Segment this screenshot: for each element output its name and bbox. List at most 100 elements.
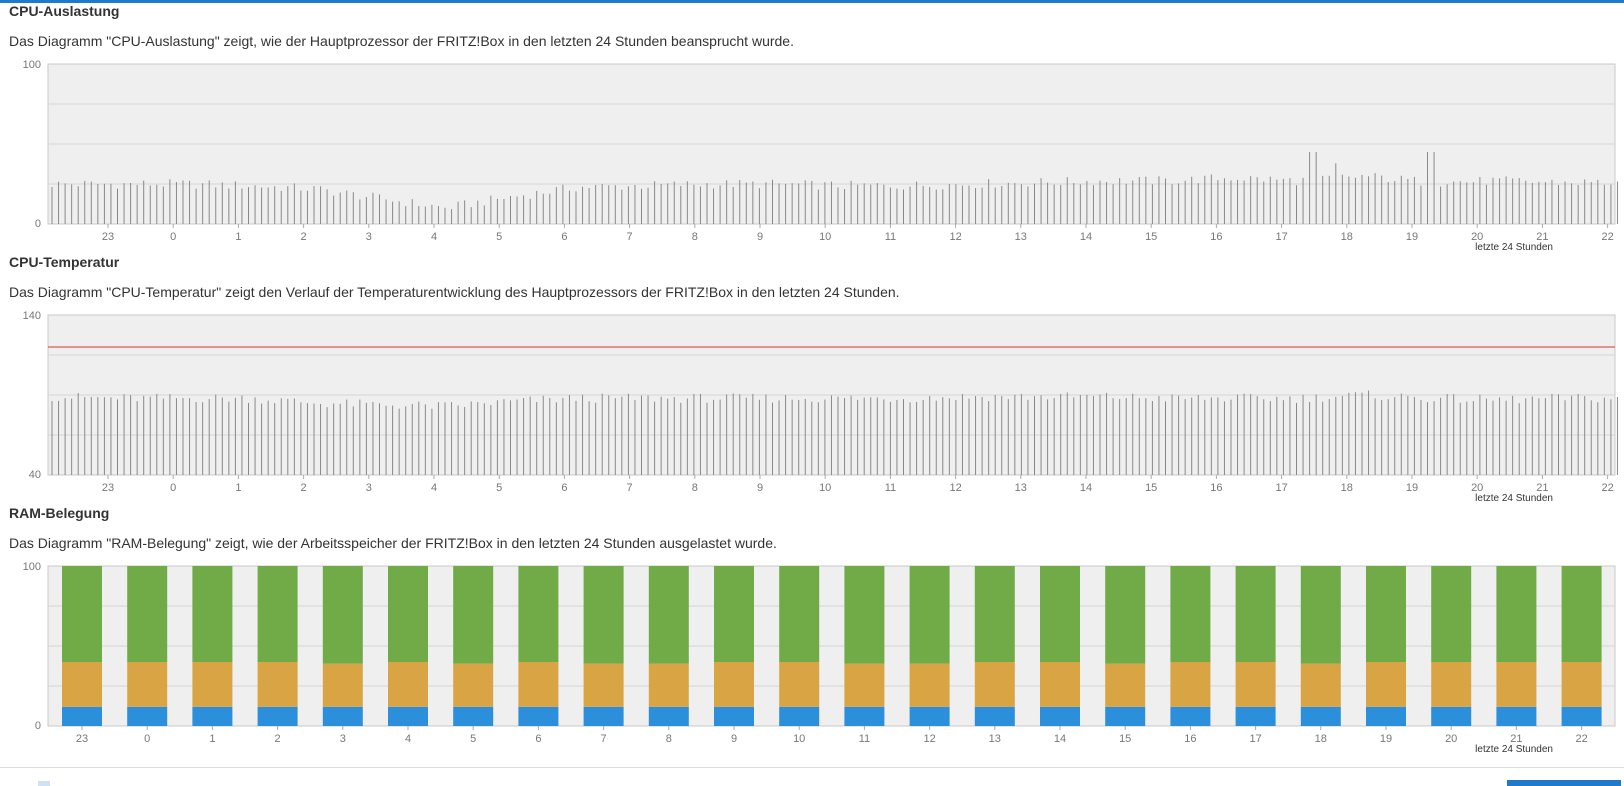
x-tick-label: 2	[301, 482, 307, 494]
stacked-bar-segment	[909, 566, 950, 664]
x-tick-label: 7	[627, 231, 633, 243]
stacked-bar-segment	[1496, 566, 1537, 662]
stacked-bar-segment	[648, 706, 689, 726]
x-tick-label: 19	[1406, 482, 1418, 494]
x-axis-footnote: letzte 24 Stunden	[1475, 744, 1553, 755]
cpu-load-section: CPU-Auslastung Das Diagramm "CPU-Auslast…	[0, 0, 1624, 258]
x-tick-label: 7	[627, 482, 633, 494]
stacked-bar-segment	[583, 706, 624, 726]
cpu-temp-section: CPU-Temperatur Das Diagramm "CPU-Tempera…	[0, 251, 1624, 509]
x-tick-label: 16	[1184, 733, 1196, 745]
stacked-bar-segment	[648, 663, 689, 707]
x-tick-label: 12	[923, 733, 935, 745]
stacked-bar-segment	[1040, 662, 1080, 707]
stacked-bar-segment	[714, 662, 754, 707]
stacked-bar-segment	[1366, 706, 1406, 726]
stacked-bar-segment	[1170, 706, 1211, 726]
x-tick-label: 15	[1145, 482, 1157, 494]
stacked-bar-segment	[1300, 706, 1341, 726]
x-axis-footnote: letzte 24 Stunden	[1475, 242, 1553, 253]
x-tick-label: 1	[235, 482, 241, 494]
stacked-bar-segment	[1431, 706, 1472, 726]
stacked-bar-segment	[127, 566, 168, 662]
x-tick-label: 10	[819, 231, 831, 243]
y-tick-label-max: 100	[23, 59, 41, 71]
stacked-bar-segment	[1105, 706, 1146, 726]
stacked-bar-segment	[453, 566, 494, 664]
x-tick-label: 0	[144, 733, 150, 745]
stacked-bar-segment	[1235, 662, 1276, 707]
stacked-bar-segment	[257, 706, 298, 726]
stacked-bar-segment	[388, 566, 428, 662]
y-tick-label-min: 40	[29, 469, 41, 481]
stacked-bar-segment	[388, 662, 428, 707]
x-tick-label: 10	[793, 733, 805, 745]
x-tick-label: 15	[1145, 231, 1157, 243]
stacked-bar-segment	[974, 662, 1015, 707]
stacked-bar-segment	[779, 566, 820, 662]
x-axis-footnote: letzte 24 Stunden	[1475, 493, 1553, 504]
x-tick-label: 17	[1249, 733, 1261, 745]
stacked-bar-segment	[1105, 663, 1146, 707]
x-tick-label: 17	[1275, 231, 1287, 243]
stacked-bar-segment	[1040, 706, 1080, 726]
stacked-bar-segment	[322, 706, 363, 726]
x-tick-label: 4	[431, 482, 437, 494]
top-accent-bar	[0, 0, 1624, 3]
footer-button[interactable]	[1507, 780, 1621, 786]
x-tick-label: 22	[1575, 733, 1587, 745]
stacked-bar-segment	[779, 706, 820, 726]
stacked-bar-segment	[1300, 566, 1341, 664]
x-tick-label: 6	[535, 733, 541, 745]
x-tick-label: 6	[561, 482, 567, 494]
x-tick-label: 18	[1341, 482, 1353, 494]
x-tick-label: 7	[601, 733, 607, 745]
stacked-bar-segment	[1496, 662, 1537, 707]
x-tick-label: 13	[1015, 231, 1027, 243]
stacked-bar-segment	[62, 706, 102, 726]
x-tick-label: 5	[496, 482, 502, 494]
stacked-bar-segment	[1170, 662, 1211, 707]
stacked-bar-segment	[1561, 566, 1602, 662]
y-tick-label-max: 100	[23, 561, 41, 573]
x-tick-label: 4	[405, 733, 411, 745]
ram-title: RAM-Belegung	[9, 505, 110, 521]
x-tick-label: 2	[275, 733, 281, 745]
cpu-load-title: CPU-Auslastung	[9, 3, 120, 19]
x-tick-label: 8	[692, 231, 698, 243]
stacked-bar-segment	[844, 706, 885, 726]
stacked-bar-segment	[453, 663, 494, 707]
x-tick-label: 3	[366, 231, 372, 243]
stacked-bar-segment	[453, 706, 494, 726]
x-tick-label: 13	[989, 733, 1001, 745]
stacked-bar-segment	[127, 662, 168, 707]
stacked-bar-segment	[257, 662, 298, 707]
stacked-bar-segment	[257, 566, 298, 662]
x-tick-label: 11	[885, 482, 896, 494]
x-tick-label: 12	[949, 231, 961, 243]
x-tick-label: 8	[666, 733, 672, 745]
stacked-bar-segment	[714, 706, 754, 726]
stacked-bar-segment	[518, 662, 559, 707]
stacked-bar-segment	[648, 566, 689, 664]
x-tick-label: 12	[949, 482, 961, 494]
stacked-bar-segment	[714, 566, 754, 662]
stacked-bar-segment	[1561, 706, 1602, 726]
stacked-bar-segment	[844, 663, 885, 707]
stacked-bar-segment	[1366, 662, 1406, 707]
x-tick-label: 17	[1275, 482, 1287, 494]
stacked-bar-segment	[62, 566, 102, 662]
x-tick-label: 8	[692, 482, 698, 494]
stacked-bar-segment	[583, 566, 624, 664]
stacked-bar-segment	[974, 566, 1015, 662]
stacked-bar-segment	[909, 706, 950, 726]
x-tick-label: 16	[1210, 482, 1222, 494]
stacked-bar-segment	[844, 566, 885, 664]
x-tick-label: 1	[235, 231, 241, 243]
stacked-bar-segment	[1496, 706, 1537, 726]
ram-description: Das Diagramm "RAM-Belegung" zeigt, wie d…	[9, 535, 777, 551]
legend-checkbox[interactable]	[38, 781, 50, 786]
x-tick-label: 10	[819, 482, 831, 494]
x-tick-label: 0	[170, 482, 176, 494]
